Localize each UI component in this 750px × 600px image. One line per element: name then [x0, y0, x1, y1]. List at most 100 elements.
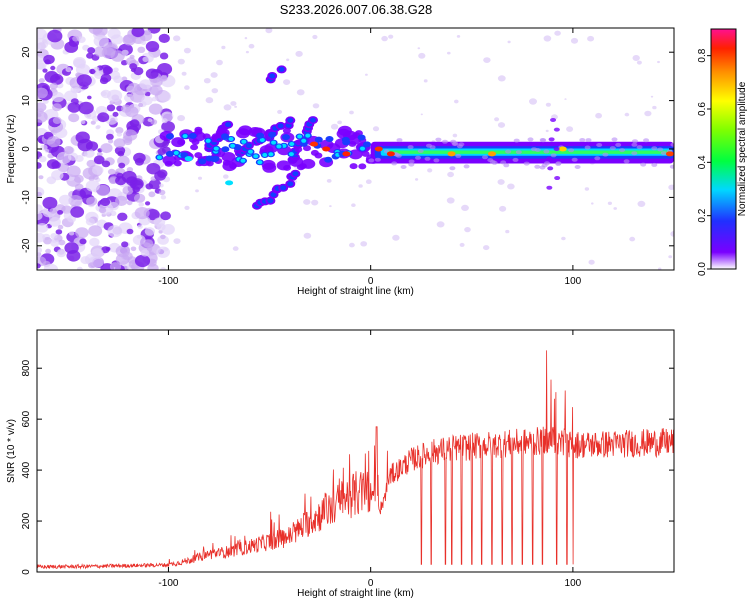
noise-blob — [137, 224, 143, 229]
ridge-blob — [337, 125, 352, 136]
branch-core — [287, 117, 294, 123]
noise-blob — [96, 184, 110, 197]
noise-blob — [543, 35, 552, 42]
noise-blob — [245, 50, 249, 54]
noise-blob — [136, 234, 142, 239]
noise-blob — [54, 204, 66, 214]
noise-blob — [68, 195, 83, 207]
ridge-hot — [257, 160, 263, 165]
band-fuzz — [417, 149, 424, 153]
noise-blob — [73, 174, 84, 183]
noise-blob — [505, 229, 510, 234]
ridge-blob — [301, 158, 316, 169]
noise-blob — [545, 129, 549, 133]
noise-blob — [658, 267, 662, 270]
y-tick-label: 0 — [21, 146, 32, 152]
band-fuzz — [632, 139, 638, 144]
noise-blob — [177, 115, 186, 122]
noise-blob — [436, 221, 445, 228]
noise-blob — [100, 197, 111, 207]
noise-blob — [43, 237, 52, 245]
y-tick-label: 0 — [21, 569, 32, 575]
noise-blob — [230, 101, 237, 106]
band-fuzz — [527, 137, 534, 142]
noise-blob — [42, 68, 48, 73]
hot-spot — [665, 151, 674, 157]
band-fuzz — [623, 159, 630, 164]
noise-blob — [447, 171, 454, 178]
band-fuzz — [550, 153, 557, 158]
noise-blob — [157, 235, 169, 245]
ridge-core — [363, 141, 371, 148]
noise-blob — [89, 237, 100, 247]
noise-blob — [51, 91, 65, 103]
ridge-hot — [253, 154, 259, 159]
noise-blob — [181, 71, 187, 76]
noise-blob — [588, 259, 595, 265]
noise-blob — [113, 75, 123, 84]
noise-blob — [161, 111, 174, 122]
band-fuzz — [548, 137, 555, 142]
ridge-blob — [361, 150, 370, 157]
noise-blob — [56, 151, 72, 164]
noise-blob — [48, 216, 61, 227]
branch-core — [225, 122, 232, 128]
x-tick-label: -100 — [158, 578, 178, 589]
band-fuzz — [482, 155, 488, 160]
noise-blob — [497, 75, 506, 82]
colorbar-tick-label: 0.2 — [697, 208, 708, 222]
band-fuzz — [449, 166, 456, 171]
noise-blob — [55, 75, 61, 80]
noise-blob — [459, 242, 465, 247]
x-tick-label: 100 — [565, 578, 582, 589]
y-axis-label: Frequency (Hz) — [6, 115, 17, 184]
band-fuzz — [500, 160, 507, 165]
noise-blob — [37, 246, 43, 254]
noise-blob — [203, 78, 211, 84]
ridge-blob — [294, 146, 303, 153]
noise-blob — [37, 60, 47, 70]
noise-blob — [80, 120, 86, 125]
ridge-blob — [310, 149, 319, 156]
ridge-hot — [262, 153, 268, 157]
noise-blob — [37, 43, 42, 51]
band-fuzz — [555, 161, 562, 166]
noise-blob — [86, 196, 98, 206]
noise-blob — [147, 118, 153, 122]
noise-blob — [52, 116, 62, 124]
noise-blob — [122, 34, 136, 46]
band-fuzz — [594, 156, 601, 161]
band-fuzz — [433, 158, 440, 163]
noise-blob — [418, 52, 426, 59]
noise-blob — [607, 201, 613, 205]
noise-blob — [58, 239, 66, 246]
noise-blob — [329, 205, 332, 208]
noise-blob — [483, 57, 491, 63]
noise-blob — [92, 174, 99, 180]
noise-blob — [137, 46, 146, 53]
snr-series — [37, 350, 674, 570]
noise-blob — [80, 256, 91, 265]
noise-blob — [83, 149, 95, 158]
noise-blob — [72, 35, 80, 42]
noise-blob — [138, 202, 144, 207]
band-fuzz — [489, 159, 496, 164]
y-tick-label: 200 — [21, 512, 32, 529]
band-fuzz — [651, 146, 658, 151]
noise-blob — [107, 89, 123, 103]
noise-blob — [37, 263, 41, 269]
noise-blob — [130, 246, 137, 252]
noise-blob — [545, 102, 552, 107]
band-fuzz — [574, 165, 581, 169]
ridge-hot — [297, 134, 303, 139]
noise-blob — [126, 228, 134, 235]
noise-blob — [99, 207, 107, 214]
noise-blob — [89, 68, 96, 74]
noise-blob — [77, 266, 83, 270]
ridge-core — [324, 156, 333, 163]
noise-blob — [100, 73, 112, 83]
band-fuzz — [534, 164, 541, 169]
noise-blob — [123, 129, 138, 141]
noise-blob — [107, 168, 116, 175]
ridge-core — [166, 133, 174, 140]
